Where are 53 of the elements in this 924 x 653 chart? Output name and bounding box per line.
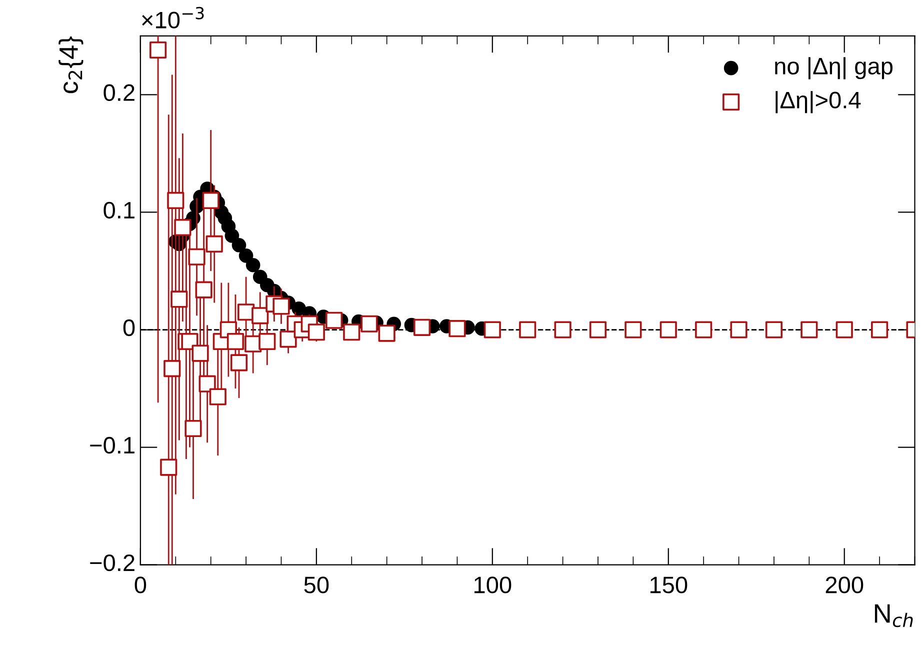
point bbox=[660, 321, 677, 338]
point bbox=[765, 321, 783, 338]
point bbox=[160, 458, 178, 476]
point bbox=[230, 354, 248, 372]
point bbox=[484, 321, 501, 338]
point bbox=[174, 218, 192, 236]
point bbox=[258, 332, 276, 350]
point bbox=[167, 192, 184, 210]
point bbox=[378, 324, 396, 342]
point bbox=[150, 41, 167, 59]
point bbox=[184, 420, 202, 438]
y-axis-title: c$_{2}${4} bbox=[58, 36, 84, 94]
x-tick-label: 50 bbox=[304, 576, 329, 594]
point bbox=[554, 321, 572, 338]
x-tick-label: 150 bbox=[650, 576, 688, 594]
point bbox=[272, 298, 290, 315]
point bbox=[195, 281, 212, 298]
x-tick-label: 0 bbox=[134, 576, 146, 594]
point bbox=[624, 321, 642, 338]
point bbox=[224, 228, 240, 243]
point bbox=[413, 318, 431, 336]
point bbox=[836, 321, 853, 338]
point bbox=[800, 321, 818, 338]
point bbox=[232, 238, 246, 252]
point bbox=[325, 312, 343, 329]
point bbox=[170, 290, 188, 308]
point bbox=[202, 192, 220, 210]
point bbox=[226, 332, 244, 350]
point bbox=[209, 388, 226, 406]
x-tick-label: 100 bbox=[474, 576, 512, 594]
y-tick-label: 0.1 bbox=[104, 202, 134, 219]
point bbox=[360, 315, 378, 332]
point bbox=[192, 344, 209, 362]
point bbox=[206, 235, 223, 253]
point bbox=[308, 324, 325, 341]
point bbox=[448, 320, 466, 338]
text: ×10$^{−3}$ bbox=[142, 6, 204, 28]
legend-label: no |Δη| gap bbox=[775, 57, 893, 80]
y-tick-label: 0 bbox=[123, 319, 135, 336]
point bbox=[343, 324, 360, 341]
y-tick-label: −0.2 bbox=[90, 554, 134, 572]
point bbox=[238, 248, 254, 263]
point bbox=[695, 321, 712, 338]
point bbox=[252, 307, 269, 324]
point bbox=[589, 321, 607, 338]
point bbox=[246, 258, 260, 272]
y-tick-label: −0.1 bbox=[90, 436, 134, 454]
x-tick-label: 200 bbox=[826, 576, 864, 594]
point bbox=[164, 360, 181, 378]
legend-label: |Δη|>0.4 bbox=[776, 91, 861, 114]
point bbox=[871, 321, 888, 338]
x-axis-title: N$_{ch}$ bbox=[874, 604, 913, 628]
y-tick-label: 0.2 bbox=[104, 84, 134, 102]
